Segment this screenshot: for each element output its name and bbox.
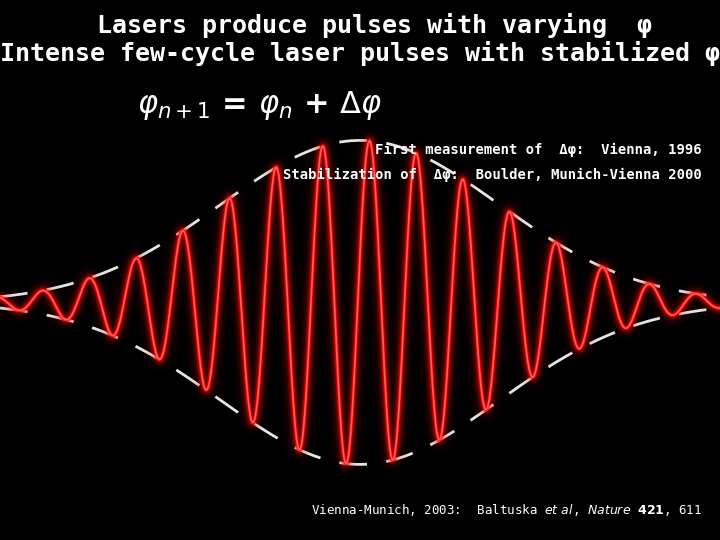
- Text: Vienna-Munich, 2003:  Baltuska $\it{et\ al}$, $\it{Nature}$ $\mathbf{421}$, 611: Vienna-Munich, 2003: Baltuska $\it{et\ a…: [311, 502, 702, 518]
- Text: Intense few-cycle laser pulses with stabilized φ: Intense few-cycle laser pulses with stab…: [0, 40, 720, 65]
- Text: Stabilization of  Δφ:  Boulder, Munich-Vienna 2000: Stabilization of Δφ: Boulder, Munich-Vie…: [283, 167, 702, 181]
- Text: $\varphi_{n+1}$ = $\varphi_{n}$ + $\Delta\varphi$: $\varphi_{n+1}$ = $\varphi_{n}$ + $\Delt…: [137, 89, 382, 122]
- Text: Lasers produce pulses with varying  φ: Lasers produce pulses with varying φ: [97, 14, 652, 38]
- Text: First measurement of  Δφ:  Vienna, 1996: First measurement of Δφ: Vienna, 1996: [375, 143, 702, 157]
